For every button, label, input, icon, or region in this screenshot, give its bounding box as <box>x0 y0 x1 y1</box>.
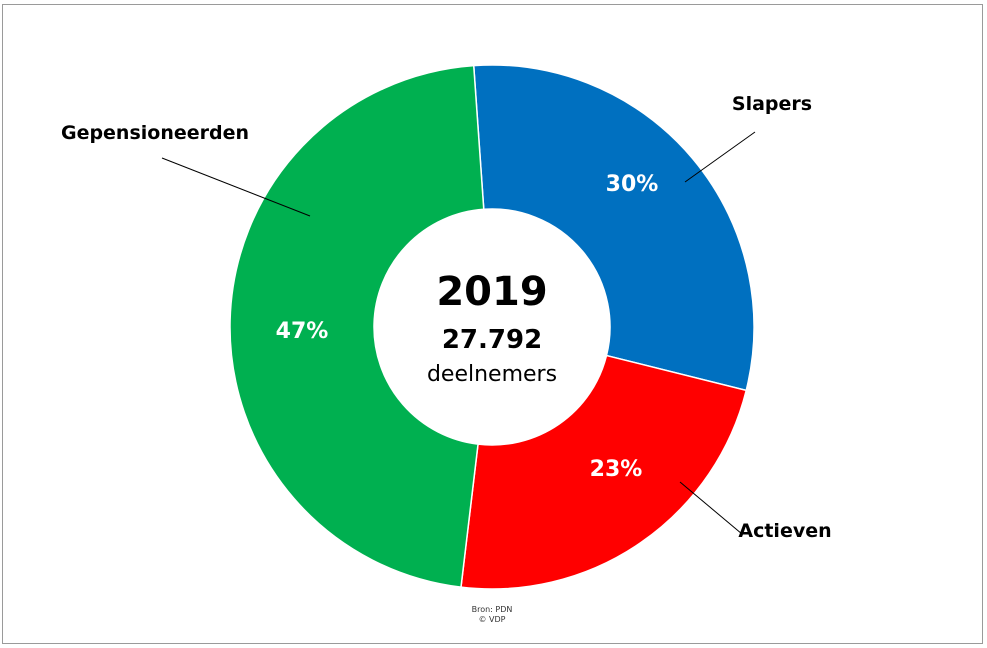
source-line-1: Bron: PDN <box>472 605 513 614</box>
leader-line-slapers <box>684 131 756 183</box>
percent-label-actieven: 23% <box>590 457 643 482</box>
category-label-slapers: Slapers <box>732 93 812 115</box>
leader-lines <box>161 131 756 535</box>
slice-slapers <box>472 64 755 392</box>
donut-slices <box>229 64 755 590</box>
slice-gepensioneerden <box>229 64 485 588</box>
category-label-actieven: Actieven <box>738 520 831 542</box>
percent-label-gepensioneerden: 47% <box>276 319 329 344</box>
category-label-gepensioneerden: Gepensioneerden <box>61 122 249 144</box>
center-year: 2019 <box>436 269 547 315</box>
leader-line-gepensioneerden <box>161 157 311 217</box>
source-line-2: © VDP <box>479 615 506 624</box>
slice-actieven <box>460 354 748 590</box>
center-unit: deelnemers <box>427 362 557 387</box>
center-total: 27.792 <box>442 325 542 355</box>
percent-label-slapers: 30% <box>606 172 659 197</box>
leader-line-actieven <box>679 481 743 535</box>
slice-labels: 30% Slapers 23% Actieven 47% Gepensioneerden <box>61 93 832 542</box>
